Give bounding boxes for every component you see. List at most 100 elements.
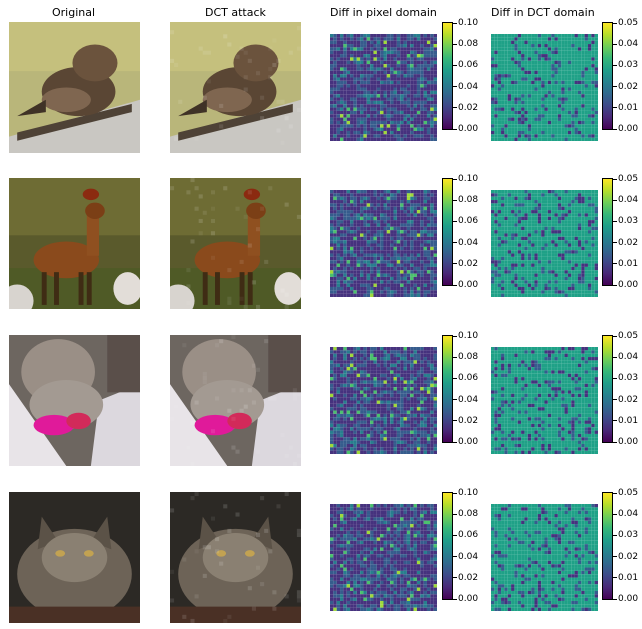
colorbar-tick	[453, 107, 457, 109]
colorbar-tick	[453, 399, 457, 401]
pixel-diff-heatmap	[330, 504, 437, 611]
colorbar-tick	[613, 356, 617, 358]
colorbar-tick-label: 0.00	[458, 437, 479, 447]
colorbar-tick	[613, 556, 617, 558]
colorbar-tick-label: 0.03	[618, 530, 639, 541]
original-image-cat	[9, 335, 140, 466]
colorbar	[602, 335, 613, 443]
col-title-diff-dct: Diff in DCT domain	[491, 6, 595, 19]
colorbar-tick	[613, 178, 617, 180]
colorbar-tick-label: 0.02	[618, 551, 639, 562]
colorbar-tick-label: 0.04	[458, 237, 479, 248]
colorbar-tick-label: 0.01	[618, 415, 639, 426]
colorbar-tick	[453, 86, 457, 88]
colorbar-tick-label: 0.04	[618, 509, 639, 520]
colorbar-tick	[453, 556, 457, 558]
colorbar-tick	[453, 441, 457, 443]
colorbar-tick-label: 0.02	[458, 415, 479, 426]
colorbar-tick-label: 0.06	[458, 216, 479, 227]
colorbar-tick	[613, 64, 617, 66]
dct-diff-heatmap	[491, 504, 598, 611]
colorbar-tick-label: 0.08	[458, 195, 479, 206]
colorbar-tick-label: 0.01	[618, 258, 639, 269]
colorbar-tick-label: 0.02	[458, 572, 479, 583]
colorbar-tick	[453, 199, 457, 201]
colorbar-tick-label: 0.05	[618, 488, 639, 498]
dct-diff-heatmap	[491, 347, 598, 454]
colorbar-tick-label: 0.03	[618, 60, 639, 71]
colorbar-tick	[613, 399, 617, 401]
colorbar-tick	[453, 534, 457, 536]
colorbar-tick-label: 0.01	[618, 102, 639, 113]
colorbar-tick-label: 0.02	[618, 81, 639, 92]
colorbar-tick-label: 0.00	[618, 437, 639, 447]
colorbar-tick-label: 0.05	[618, 331, 639, 341]
colorbar-tick	[613, 220, 617, 222]
original-image-cat	[9, 492, 140, 623]
colorbar-tick	[613, 492, 617, 494]
colorbar-tick-label: 0.00	[618, 594, 639, 604]
colorbar-tick-label: 0.08	[458, 39, 479, 50]
colorbar-tick-label: 0.08	[458, 509, 479, 520]
colorbar-tick-label: 0.04	[618, 195, 639, 206]
colorbar-tick-label: 0.04	[618, 39, 639, 50]
colorbar-tick	[613, 577, 617, 579]
colorbar	[602, 492, 613, 600]
colorbar-tick-label: 0.03	[618, 373, 639, 384]
colorbar-tick-label: 0.04	[618, 352, 639, 363]
colorbar	[442, 178, 453, 286]
colorbar-tick	[613, 441, 617, 443]
colorbar-tick	[453, 263, 457, 265]
colorbar-tick-label: 0.01	[618, 572, 639, 583]
colorbar-tick	[613, 242, 617, 244]
colorbar-tick-label: 0.10	[458, 488, 479, 498]
colorbar-tick	[613, 43, 617, 45]
colorbar	[442, 22, 453, 130]
colorbar-tick	[613, 534, 617, 536]
colorbar-tick-label: 0.04	[458, 81, 479, 92]
colorbar-tick	[453, 420, 457, 422]
colorbar-tick-label: 0.02	[618, 237, 639, 248]
pixel-diff-heatmap	[330, 347, 437, 454]
colorbar-tick-label: 0.00	[618, 124, 639, 134]
original-image-deer	[9, 178, 140, 309]
colorbar-tick-label: 0.02	[458, 258, 479, 269]
colorbar-tick-label: 0.00	[458, 280, 479, 290]
pixel-diff-heatmap	[330, 34, 437, 141]
colorbar-tick	[453, 284, 457, 286]
colorbar-tick-label: 0.10	[458, 331, 479, 341]
colorbar-tick-label: 0.00	[458, 124, 479, 134]
colorbar-tick	[453, 128, 457, 130]
colorbar-tick	[453, 492, 457, 494]
colorbar-tick	[613, 377, 617, 379]
colorbar	[442, 335, 453, 443]
colorbar-tick	[613, 513, 617, 515]
colorbar-tick	[613, 284, 617, 286]
colorbar-tick	[453, 220, 457, 222]
dct-diff-heatmap	[491, 190, 598, 297]
colorbar-tick	[453, 64, 457, 66]
colorbar	[602, 22, 613, 130]
colorbar	[602, 178, 613, 286]
colorbar-tick	[453, 178, 457, 180]
colorbar-tick-label: 0.05	[618, 18, 639, 28]
colorbar-tick	[453, 22, 457, 24]
dct-attack-image-bird	[170, 22, 301, 153]
colorbar-tick	[453, 242, 457, 244]
colorbar-tick-label: 0.04	[458, 394, 479, 405]
dct-diff-heatmap	[491, 34, 598, 141]
colorbar-tick-label: 0.10	[458, 174, 479, 184]
col-title-dct-attack: DCT attack	[205, 6, 266, 19]
col-title-original: Original	[52, 6, 96, 19]
colorbar-tick	[453, 377, 457, 379]
colorbar	[442, 492, 453, 600]
colorbar-tick	[613, 598, 617, 600]
colorbar-tick-label: 0.00	[458, 594, 479, 604]
colorbar-tick	[613, 420, 617, 422]
colorbar-tick-label: 0.08	[458, 352, 479, 363]
colorbar-tick	[453, 356, 457, 358]
colorbar-tick-label: 0.04	[458, 551, 479, 562]
colorbar-tick	[453, 513, 457, 515]
colorbar-tick	[453, 577, 457, 579]
dct-attack-image-deer	[170, 178, 301, 309]
